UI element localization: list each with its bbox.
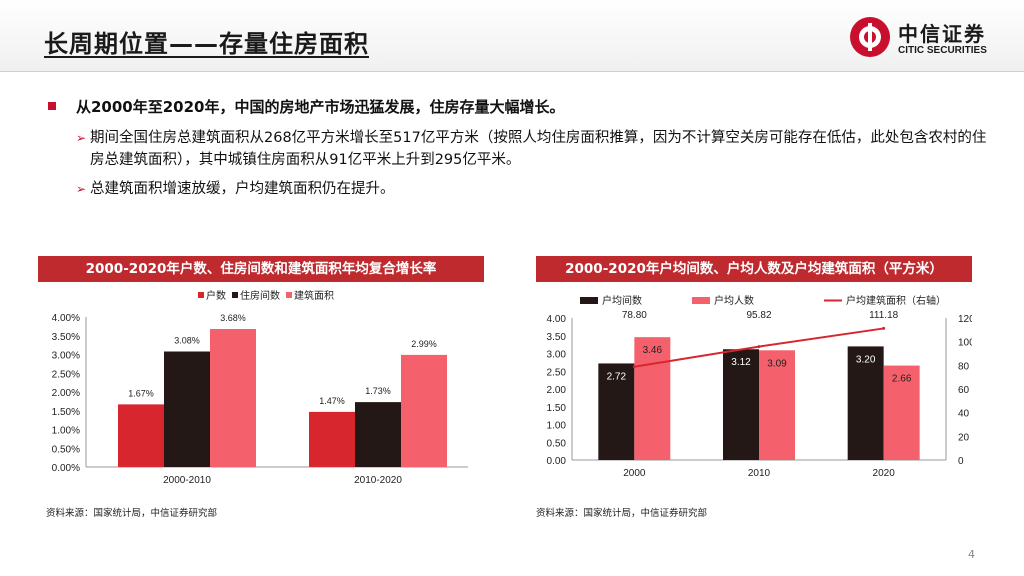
- y-tick-label: 1.00: [547, 421, 567, 432]
- bar: [598, 363, 635, 460]
- y-tick-label: 1.50: [547, 403, 567, 414]
- bar-data-label: 1.73%: [365, 386, 391, 396]
- bar: [164, 351, 210, 467]
- line-point: [757, 345, 761, 349]
- line-data-label: 111.18: [869, 310, 899, 321]
- line-point: [632, 365, 636, 369]
- x-tick-label: 2020: [873, 468, 896, 479]
- y-tick-label: 3.00%: [52, 351, 80, 362]
- bar-data-label: 3.20: [856, 354, 876, 365]
- bar-data-label: 3.08%: [174, 336, 200, 346]
- y-tick-label: 0.00: [547, 456, 567, 467]
- bar: [309, 411, 355, 467]
- sub-bullet-1-text: 期间全国住房总建筑面积从268亿平方米增长至517亿平方米（按照人均住房面积推算…: [90, 130, 987, 168]
- right-panel-title: 2000-2020年户均间数、户均人数及户均建筑面积（平方米）: [536, 256, 972, 282]
- sub-bullet-2: ➢ 总建筑面积增速放缓，户均建筑面积仍在提升。: [76, 178, 996, 200]
- left-panel-title: 2000-2020年户数、住房间数和建筑面积年均复合增长率: [38, 256, 484, 282]
- citic-logo: 中信证券 CITIC SECURITIES: [850, 17, 1000, 61]
- square-bullet-icon: [48, 102, 56, 110]
- legend-label: 住房间数: [240, 289, 280, 302]
- page-number: 4: [968, 548, 975, 561]
- page-title: 长周期位置——存量住房面积: [44, 30, 369, 58]
- y-tick-label: 4.00%: [52, 313, 80, 324]
- right-chart: 0.00 0.50 1.00 1.50 2.00 2.50 3.00 3.50 4.00 0 20 4…: [547, 294, 972, 479]
- y2-tick-label: 20: [958, 432, 970, 443]
- y2-tick-label: 0: [958, 456, 964, 467]
- bar-data-label: 1.67%: [128, 388, 154, 398]
- bar-data-label: 3.09: [767, 358, 787, 369]
- y2-tick-label: 80: [958, 361, 970, 372]
- legend-label: 户数: [206, 289, 226, 302]
- legend-label: 户均间数: [602, 294, 642, 307]
- main-bullet-text: 从2000年至2020年，中国的房地产市场迅猛发展，住房存量大幅增长。: [76, 98, 565, 116]
- arrow-bullet-icon: ➢: [76, 131, 87, 145]
- y-tick-label: 2.50: [547, 367, 567, 378]
- y-tick-label: 3.50: [547, 332, 567, 343]
- bar: [210, 329, 256, 467]
- right-source-note: 资料来源：国家统计局，中信证券研究部: [536, 508, 708, 519]
- header: 长周期位置——存量住房面积 中信证券 CITIC SECURITIES: [0, 0, 1024, 72]
- legend-label: 户均人数: [714, 294, 754, 307]
- line-data-label: 78.80: [622, 310, 647, 321]
- y-tick-label: 3.50%: [52, 332, 80, 343]
- arrow-bullet-icon: ➢: [76, 182, 87, 196]
- y-tick-label: 0.50%: [52, 444, 80, 455]
- y-tick-label: 2.00: [547, 385, 567, 396]
- main-bullet: 从2000年至2020年，中国的房地产市场迅猛发展，住房存量大幅增长。: [48, 96, 565, 117]
- y-tick-label: 1.00%: [52, 426, 80, 437]
- legend-swatch: [692, 297, 710, 304]
- bar: [883, 365, 920, 460]
- y2-tick-label: 120: [958, 314, 972, 325]
- logo-en-text: CITIC SECURITIES: [898, 45, 987, 56]
- logo-cn-text: 中信证券: [898, 22, 986, 46]
- legend-swatch: [198, 292, 204, 298]
- bar-data-label: 2.72: [607, 371, 627, 382]
- y-tick-label: 4.00: [547, 314, 567, 325]
- x-tick-label: 2000: [623, 468, 646, 479]
- y2-tick-label: 60: [958, 385, 970, 396]
- bar: [401, 354, 447, 467]
- bar-data-label: 3.12: [731, 357, 751, 368]
- line-data-label: 95.82: [746, 310, 771, 321]
- legend-label: 户均建筑面积（右轴）: [846, 294, 946, 307]
- left-chart: 0.00% 0.50% 1.00% 1.50% 2.00% 2.50% 3.00% 3.50%…: [52, 289, 468, 486]
- legend-swatch: [232, 292, 238, 298]
- legend-swatch: [580, 297, 598, 304]
- bar: [759, 350, 795, 460]
- x-tick-label: 2010-2020: [354, 475, 402, 486]
- sub-bullet-1: ➢ 期间全国住房总建筑面积从268亿平方米增长至517亿平方米（按照人均住房面积…: [76, 127, 996, 171]
- bar-data-label: 1.47%: [319, 396, 345, 406]
- bar: [355, 402, 401, 467]
- x-tick-label: 2010: [748, 468, 771, 479]
- bar: [634, 337, 671, 460]
- left-source-note: 资料来源：国家统计局，中信证券研究部: [46, 508, 218, 519]
- x-tick-label: 2000-2010: [163, 475, 211, 486]
- bar-data-label: 2.99%: [411, 339, 437, 349]
- bar-data-label: 2.66: [892, 374, 912, 385]
- y2-tick-label: 100: [958, 338, 972, 349]
- legend-swatch: [286, 292, 292, 298]
- legend-label: 建筑面积: [294, 289, 334, 302]
- bar-data-label: 3.46: [643, 345, 663, 356]
- bar: [118, 404, 164, 467]
- y-tick-label: 3.00: [547, 350, 567, 361]
- y-tick-label: 0.50: [547, 438, 567, 449]
- sub-bullet-2-text: 总建筑面积增速放缓，户均建筑面积仍在提升。: [90, 181, 395, 197]
- y-tick-label: 0.00%: [52, 463, 80, 474]
- bar: [847, 346, 884, 460]
- logo-bar: [868, 23, 872, 51]
- y2-tick-label: 40: [958, 409, 970, 420]
- y-tick-label: 2.50%: [52, 369, 80, 380]
- y-tick-label: 2.00%: [52, 388, 80, 399]
- bar-data-label: 3.68%: [220, 313, 246, 323]
- line-point: [882, 326, 886, 330]
- bar: [723, 349, 759, 460]
- y-tick-label: 1.50%: [52, 407, 80, 418]
